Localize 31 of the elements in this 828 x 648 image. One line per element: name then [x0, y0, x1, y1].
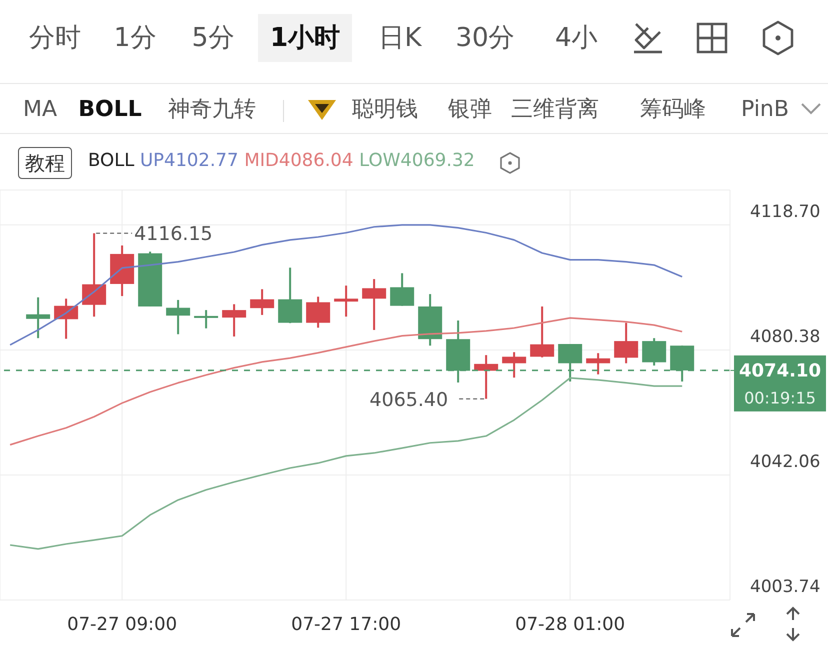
x-tick-label: 07-28 01:00 [515, 614, 626, 635]
text: 神奇九转 [168, 96, 256, 124]
text: BOLL [78, 96, 142, 124]
ref-line-label: 4074.10 [739, 360, 821, 382]
text: PinB [741, 96, 789, 124]
text: LOW4069.32 [359, 150, 475, 171]
legend-title: BOLL [88, 150, 136, 171]
x-tick-label: 07-27 17:00 [291, 614, 402, 635]
text: MID4086.04 [244, 150, 354, 171]
text: 4小 [555, 22, 598, 55]
y-tick-label: 4118.70 [750, 202, 820, 222]
y-tick-label: 4003.74 [750, 577, 820, 597]
y-tick-label: 4042.06 [750, 452, 820, 472]
text: 30分 [455, 22, 515, 55]
y-tick-label: 4080.38 [750, 326, 820, 347]
text: 00:19:15 [744, 388, 816, 408]
text: 教程 [18, 147, 72, 179]
x-tick-label: 07-27 09:00 [67, 614, 178, 635]
text: 银弹 [448, 96, 492, 124]
text: 三维背离 [511, 96, 599, 124]
text: 5分 [192, 22, 234, 55]
text: UP4102.77 [140, 150, 240, 171]
annotation: 4065.40 [370, 388, 448, 411]
annotation: 4116.15 [134, 223, 213, 246]
text: 1分 [114, 22, 156, 55]
text: 聪明钱 [352, 96, 418, 124]
text: 1小时 [258, 14, 352, 62]
text: 日K [378, 22, 422, 55]
text: MA [22, 96, 58, 124]
text: 筹码峰 [640, 96, 706, 124]
text: 分时 [29, 22, 81, 55]
